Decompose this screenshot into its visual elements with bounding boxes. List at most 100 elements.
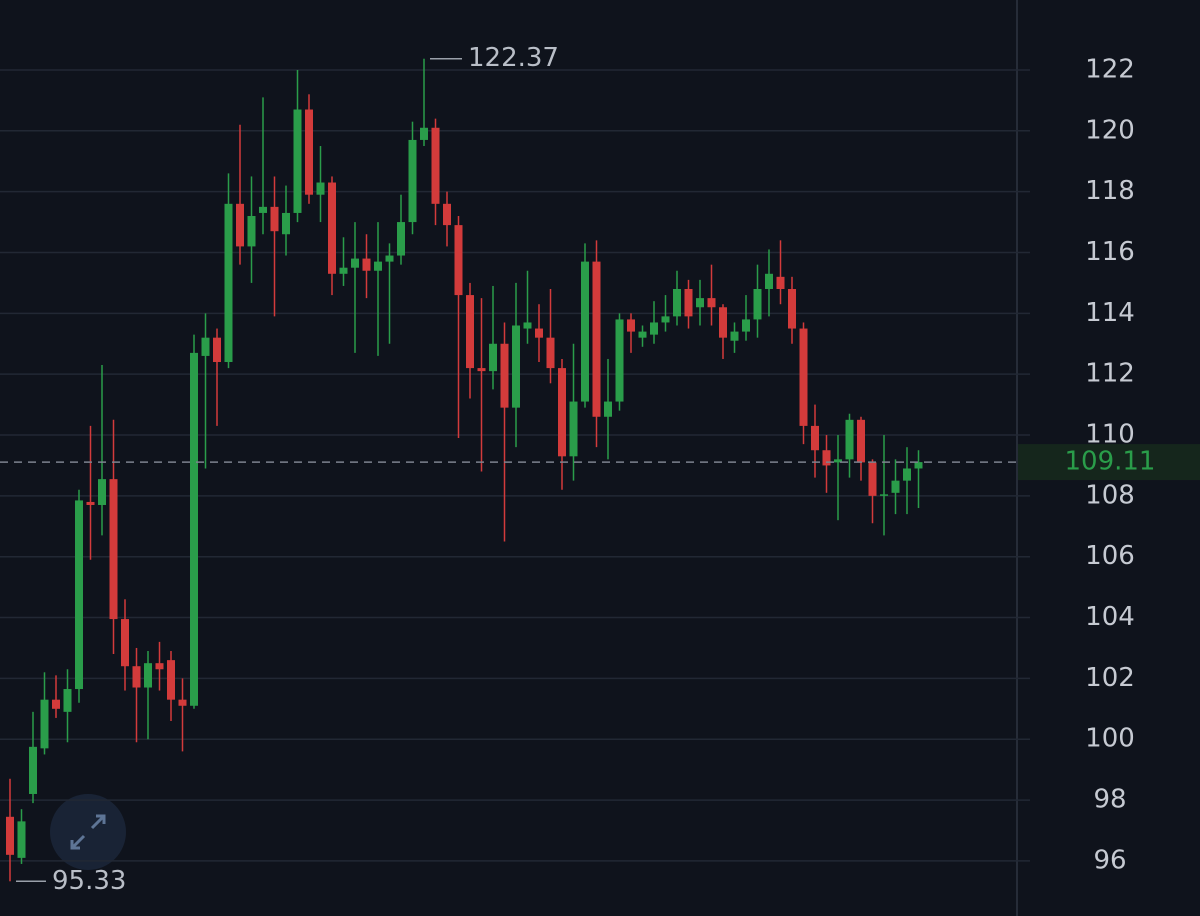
candle-body xyxy=(466,295,474,369)
expand-button[interactable] xyxy=(50,794,126,870)
candle-body xyxy=(109,479,118,620)
candle-body xyxy=(558,368,566,457)
candle-body xyxy=(811,425,819,451)
candle-body xyxy=(903,468,911,481)
candle-body xyxy=(776,276,785,289)
candle-body xyxy=(385,255,394,262)
candle-body xyxy=(535,328,543,338)
candle-body xyxy=(604,401,612,417)
candle-body xyxy=(213,337,221,363)
candle-body xyxy=(650,322,658,335)
min-label: 95.33 xyxy=(52,866,126,896)
candle-body xyxy=(880,494,888,496)
candle-body xyxy=(834,459,842,463)
y-tick-label: 106 xyxy=(1085,541,1135,571)
candle-body xyxy=(236,203,244,247)
y-tick-label: 96 xyxy=(1093,845,1126,875)
candle-body xyxy=(673,288,681,317)
candle-body xyxy=(328,182,336,274)
candle-body xyxy=(397,222,405,256)
candle-body xyxy=(799,328,808,426)
candle-body xyxy=(523,322,532,329)
candle-body xyxy=(753,288,762,320)
candle-body xyxy=(374,261,382,271)
candle-body xyxy=(615,319,624,402)
y-tick-label: 98 xyxy=(1093,785,1126,815)
candle-body xyxy=(661,316,670,323)
candle-body xyxy=(351,258,359,268)
candle-body xyxy=(477,368,486,372)
candle-body xyxy=(581,261,589,402)
candle-body xyxy=(696,298,704,308)
last-price-label: 109.11 xyxy=(1065,447,1156,477)
candle-body xyxy=(408,139,417,223)
candle-body xyxy=(546,337,555,369)
candle-body xyxy=(167,660,175,700)
candle-body xyxy=(788,288,796,329)
candle-body xyxy=(316,182,325,195)
candle-body xyxy=(132,666,141,688)
candle-body xyxy=(40,699,49,749)
candle-body xyxy=(914,462,923,469)
candle-body xyxy=(765,273,773,289)
candle-body xyxy=(857,419,865,463)
candle-body xyxy=(339,267,348,274)
max-label: 122.37 xyxy=(468,43,559,73)
candle-body xyxy=(362,258,371,271)
expand-button-bg[interactable] xyxy=(50,794,126,870)
candle-body xyxy=(305,109,313,195)
candle-body xyxy=(29,746,37,794)
candle-body xyxy=(627,319,635,332)
candle-body xyxy=(293,109,302,213)
candle-body xyxy=(868,462,877,496)
last-price-tag xyxy=(1018,444,1200,481)
candle-body xyxy=(224,203,233,363)
candle-body xyxy=(17,821,26,858)
y-tick-label: 112 xyxy=(1085,359,1135,389)
candle-body xyxy=(75,500,83,690)
candle-body xyxy=(190,352,198,706)
y-tick-label: 108 xyxy=(1085,480,1135,510)
candle-body xyxy=(144,663,152,688)
y-tick-label: 116 xyxy=(1085,237,1135,267)
expand-icon[interactable] xyxy=(70,814,106,850)
y-tick-label: 118 xyxy=(1085,176,1135,206)
y-tick-label: 100 xyxy=(1085,724,1135,754)
candle-body xyxy=(259,206,267,213)
candle-body xyxy=(201,337,210,356)
candle-body xyxy=(247,215,256,247)
candle-body xyxy=(684,288,693,317)
candle-body xyxy=(500,343,509,408)
candle-body xyxy=(719,307,727,338)
candle-body xyxy=(730,331,739,341)
y-tick-label: 102 xyxy=(1085,663,1135,693)
candle-body xyxy=(155,663,164,670)
candle-body xyxy=(282,212,290,235)
candle-body xyxy=(52,699,60,709)
candle-body xyxy=(86,501,95,505)
y-tick-label: 114 xyxy=(1085,298,1135,328)
candle-body xyxy=(592,261,601,417)
candle-body xyxy=(443,203,451,226)
candle-body xyxy=(569,401,578,457)
y-tick-label: 120 xyxy=(1085,115,1135,145)
candle-body xyxy=(822,450,831,466)
candle-body xyxy=(431,127,440,204)
candle-body xyxy=(742,319,750,332)
candle-body xyxy=(454,225,463,296)
candle-body xyxy=(512,325,520,408)
candle-body xyxy=(98,479,106,505)
candle-body xyxy=(270,206,279,232)
candle-body xyxy=(489,343,497,372)
candle-body xyxy=(420,127,428,140)
candle-body xyxy=(891,480,900,493)
candle-body xyxy=(707,298,716,308)
candle-body xyxy=(121,619,129,667)
candle-body xyxy=(638,331,647,338)
y-tick-label: 122 xyxy=(1085,54,1135,84)
candle-body xyxy=(178,699,187,706)
candle-body xyxy=(63,689,72,712)
